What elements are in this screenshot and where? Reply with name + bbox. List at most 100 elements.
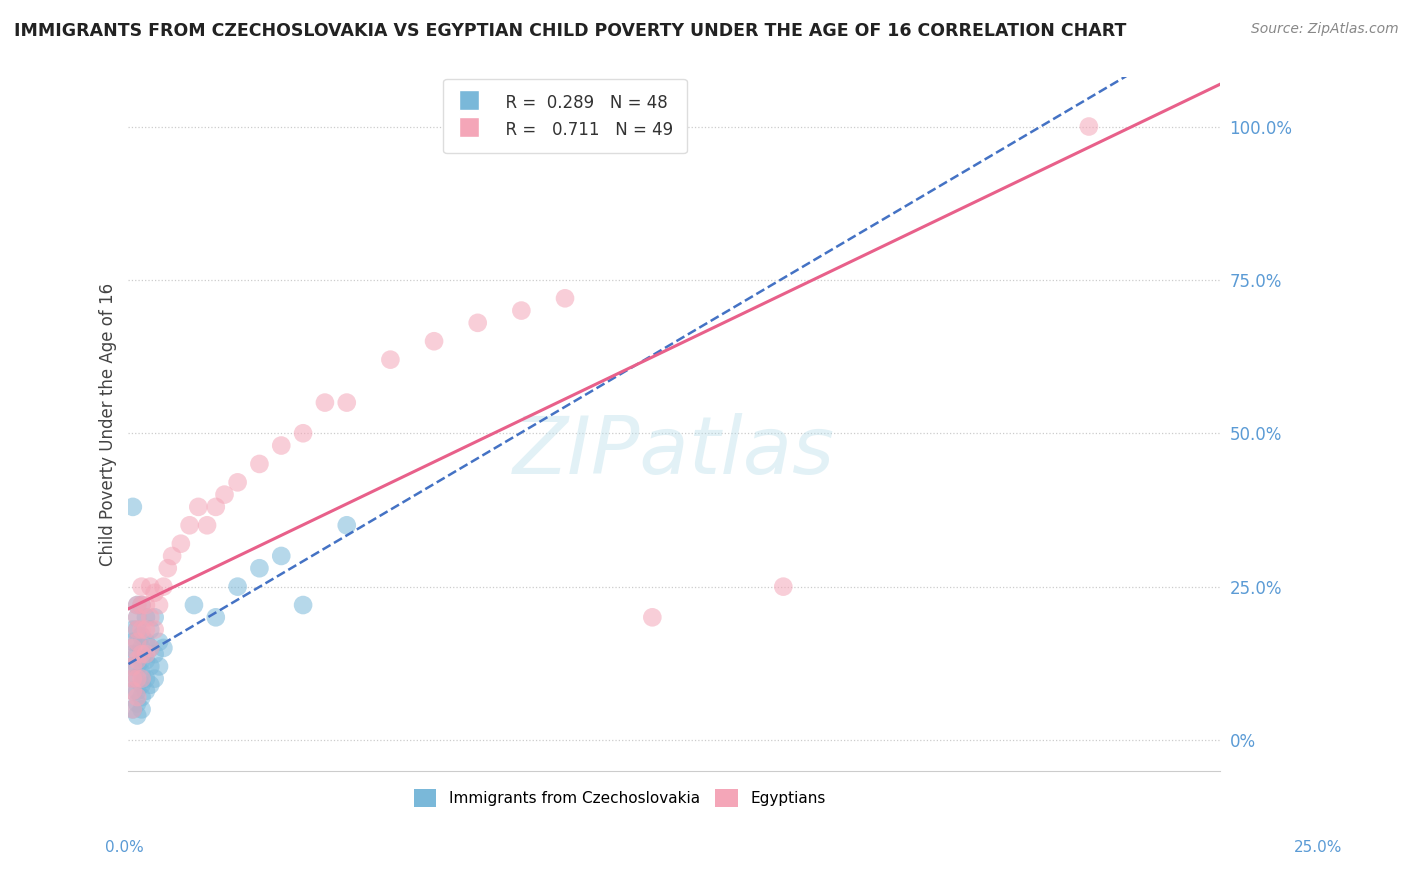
Point xyxy=(121,684,143,698)
Point xyxy=(148,635,170,649)
Point xyxy=(135,653,157,667)
Point xyxy=(127,635,149,649)
Point xyxy=(127,672,149,686)
Point xyxy=(139,640,162,655)
Point xyxy=(772,580,794,594)
Point xyxy=(127,598,149,612)
Point xyxy=(121,659,143,673)
Point xyxy=(131,580,153,594)
Point xyxy=(270,549,292,563)
Point xyxy=(131,598,153,612)
Point xyxy=(131,702,153,716)
Point xyxy=(139,659,162,673)
Point xyxy=(127,690,149,704)
Point xyxy=(336,518,359,533)
Point xyxy=(249,561,271,575)
Text: 25.0%: 25.0% xyxy=(1295,840,1343,855)
Point xyxy=(170,537,193,551)
Point xyxy=(143,647,166,661)
Point xyxy=(1077,120,1099,134)
Point xyxy=(143,610,166,624)
Point xyxy=(183,598,205,612)
Point xyxy=(139,678,162,692)
Point xyxy=(131,690,153,704)
Point xyxy=(139,580,162,594)
Point xyxy=(131,678,153,692)
Point xyxy=(226,580,249,594)
Point xyxy=(127,696,149,710)
Point xyxy=(143,623,166,637)
Point xyxy=(641,610,664,624)
Point xyxy=(249,457,271,471)
Point xyxy=(131,640,153,655)
Point xyxy=(127,672,149,686)
Point xyxy=(127,623,149,637)
Text: IMMIGRANTS FROM CZECHOSLOVAKIA VS EGYPTIAN CHILD POVERTY UNDER THE AGE OF 16 COR: IMMIGRANTS FROM CZECHOSLOVAKIA VS EGYPTI… xyxy=(14,22,1126,40)
Point xyxy=(127,684,149,698)
Point xyxy=(135,610,157,624)
Point xyxy=(127,623,149,637)
Point xyxy=(131,647,153,661)
Point xyxy=(139,610,162,624)
Point xyxy=(226,475,249,490)
Point xyxy=(135,635,157,649)
Point xyxy=(131,629,153,643)
Point xyxy=(143,586,166,600)
Point xyxy=(160,549,183,563)
Point xyxy=(214,488,236,502)
Point xyxy=(121,500,143,514)
Legend: Immigrants from Czechoslovakia, Egyptians: Immigrants from Czechoslovakia, Egyptian… xyxy=(406,781,834,815)
Point xyxy=(139,640,162,655)
Point xyxy=(127,610,149,624)
Point xyxy=(121,702,143,716)
Point xyxy=(195,518,218,533)
Point xyxy=(143,672,166,686)
Point xyxy=(135,598,157,612)
Point xyxy=(121,702,143,716)
Point xyxy=(127,659,149,673)
Point xyxy=(139,623,162,637)
Point xyxy=(127,598,149,612)
Point xyxy=(510,303,533,318)
Point xyxy=(148,598,170,612)
Point xyxy=(121,635,143,649)
Point xyxy=(292,426,315,441)
Point xyxy=(121,672,143,686)
Point xyxy=(135,623,157,637)
Point xyxy=(131,623,153,637)
Point xyxy=(135,647,157,661)
Point xyxy=(152,640,174,655)
Point xyxy=(127,708,149,723)
Point xyxy=(292,598,315,612)
Point xyxy=(135,684,157,698)
Point xyxy=(380,352,402,367)
Point xyxy=(156,561,179,575)
Point xyxy=(127,610,149,624)
Y-axis label: Child Poverty Under the Age of 16: Child Poverty Under the Age of 16 xyxy=(100,283,117,566)
Point xyxy=(314,395,336,409)
Point xyxy=(127,635,149,649)
Point xyxy=(187,500,209,514)
Point xyxy=(336,395,359,409)
Point xyxy=(121,672,143,686)
Point xyxy=(121,640,143,655)
Point xyxy=(152,580,174,594)
Point xyxy=(204,500,226,514)
Text: Source: ZipAtlas.com: Source: ZipAtlas.com xyxy=(1251,22,1399,37)
Point xyxy=(467,316,489,330)
Point xyxy=(131,598,153,612)
Point xyxy=(127,647,149,661)
Point xyxy=(148,659,170,673)
Point xyxy=(127,653,149,667)
Point xyxy=(131,672,153,686)
Point xyxy=(131,653,153,667)
Point xyxy=(121,684,143,698)
Point xyxy=(131,665,153,680)
Point xyxy=(179,518,201,533)
Text: ZIPatlas: ZIPatlas xyxy=(513,413,835,491)
Text: 0.0%: 0.0% xyxy=(105,840,145,855)
Point xyxy=(554,291,576,305)
Point xyxy=(204,610,226,624)
Point xyxy=(121,659,143,673)
Point xyxy=(121,647,143,661)
